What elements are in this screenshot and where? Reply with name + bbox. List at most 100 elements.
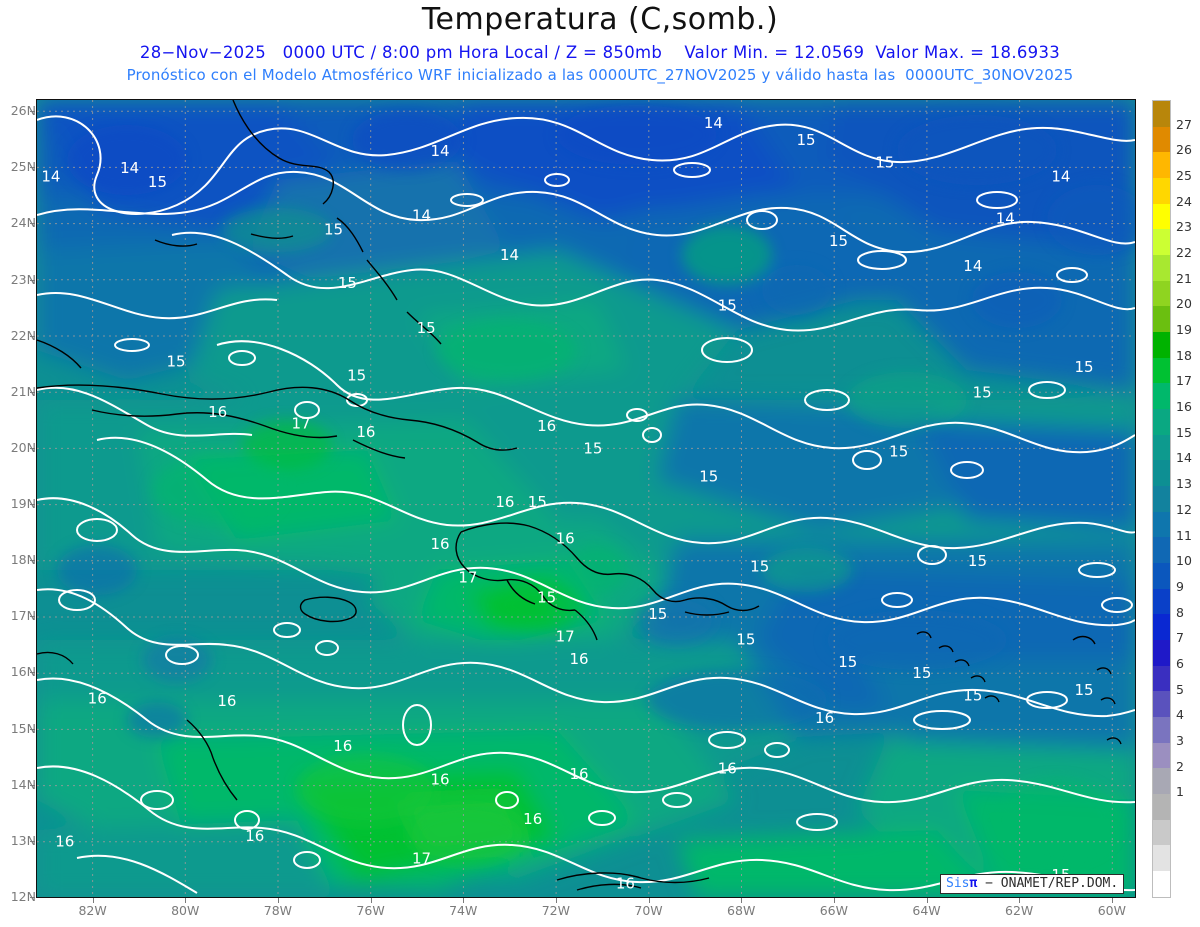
contour-label: 15 bbox=[875, 153, 894, 171]
lat-tick bbox=[30, 335, 35, 337]
colorbar-label-1: 1 bbox=[1176, 784, 1184, 800]
colorbar-band bbox=[1153, 152, 1170, 179]
lon-tick bbox=[648, 898, 650, 903]
map-canvas: 14 14 14 14 14 14 14 14 14 15 15 15 15 15 15 15 15 15 15 15… bbox=[37, 100, 1135, 897]
lat-tick bbox=[30, 897, 35, 898]
contour-label: 14 bbox=[431, 142, 450, 160]
colorbar-label-14: 14 bbox=[1176, 450, 1192, 466]
colorbar-band bbox=[1153, 614, 1170, 641]
colorbar-band bbox=[1153, 332, 1170, 358]
watermark-prefix: Sis bbox=[946, 876, 970, 891]
lon-tick bbox=[1111, 898, 1113, 903]
contour-label: 14 bbox=[412, 207, 431, 225]
lon-tick bbox=[92, 898, 94, 903]
colorbar-band bbox=[1153, 178, 1170, 204]
lat-label-18N: 18N bbox=[10, 552, 36, 568]
lat-tick bbox=[30, 672, 35, 674]
colorbar-band bbox=[1153, 537, 1170, 564]
lon-tick bbox=[463, 898, 465, 903]
watermark-suffix: − ONAMET/REP.DOM. bbox=[977, 876, 1119, 891]
lon-label-68W: 68W bbox=[727, 903, 756, 918]
contour-label: 16 bbox=[495, 493, 514, 511]
page-title: Temperatura (C,somb.) bbox=[421, 2, 779, 37]
contour-label: 15 bbox=[838, 653, 857, 671]
colorbar-band bbox=[1153, 819, 1170, 846]
lat-label-13N: 13N bbox=[10, 832, 36, 848]
lat-label-23N: 23N bbox=[10, 271, 36, 287]
lon-label-74W: 74W bbox=[449, 903, 478, 918]
colorbar-band bbox=[1153, 460, 1170, 487]
contour-label: 15 bbox=[963, 687, 982, 705]
lat-label-19N: 19N bbox=[10, 496, 36, 512]
colorbar-band bbox=[1153, 255, 1170, 281]
colorbar-band bbox=[1153, 409, 1170, 435]
colorbar-label-24: 24 bbox=[1176, 193, 1192, 209]
colorbar-label-26: 26 bbox=[1176, 142, 1192, 158]
lon-tick bbox=[555, 898, 557, 903]
colorbar-band bbox=[1153, 665, 1170, 692]
colorbar-band bbox=[1153, 563, 1170, 589]
contour-label: 16 bbox=[815, 709, 834, 727]
contour-label: 15 bbox=[889, 442, 908, 460]
colorbar-band bbox=[1153, 691, 1170, 718]
contour-label: 15 bbox=[973, 383, 992, 401]
lat-tick bbox=[30, 560, 35, 562]
lat-tick bbox=[30, 616, 35, 618]
contour-label: 16 bbox=[570, 650, 589, 668]
colorbar-band bbox=[1153, 434, 1170, 461]
temperature-colorbar[interactable] bbox=[1152, 100, 1171, 898]
contour-label: 15 bbox=[324, 221, 343, 239]
contour-label: 15 bbox=[912, 664, 931, 682]
colorbar-label-11: 11 bbox=[1176, 527, 1192, 543]
colorbar-label-18: 18 bbox=[1176, 347, 1192, 363]
lat-tick bbox=[30, 728, 35, 730]
lon-label-64W: 64W bbox=[912, 903, 941, 918]
lon-label-70W: 70W bbox=[634, 903, 663, 918]
colorbar-label-6: 6 bbox=[1176, 655, 1184, 671]
lat-label-14N: 14N bbox=[10, 776, 36, 792]
colorbar-label-12: 12 bbox=[1176, 501, 1192, 517]
colorbar-label-2: 2 bbox=[1176, 758, 1184, 774]
contour-label: 16 bbox=[570, 765, 589, 783]
coastlines bbox=[37, 100, 1122, 891]
lon-label-78W: 78W bbox=[263, 903, 293, 918]
contour-label: 14 bbox=[704, 114, 723, 132]
contour-label: 14 bbox=[41, 167, 60, 185]
contour-label: 17 bbox=[556, 628, 575, 646]
colorbar-label-27: 27 bbox=[1176, 116, 1192, 132]
colorbar-label-17: 17 bbox=[1176, 373, 1192, 389]
colorbar-band bbox=[1153, 845, 1170, 872]
colorbar-label-21: 21 bbox=[1176, 270, 1192, 286]
contour-label: 15 bbox=[718, 296, 737, 314]
colorbar-label-16: 16 bbox=[1176, 399, 1192, 415]
colorbar-band bbox=[1153, 306, 1170, 333]
colorbar-label-13: 13 bbox=[1176, 476, 1192, 492]
lat-label-17N: 17N bbox=[10, 608, 36, 624]
colorbar-band bbox=[1153, 768, 1170, 795]
contour-label: 15 bbox=[417, 319, 436, 337]
colorbar-label-15: 15 bbox=[1176, 424, 1192, 440]
lat-label-24N: 24N bbox=[10, 215, 36, 231]
contour-label: 16 bbox=[431, 771, 450, 789]
lon-label-82W: 82W bbox=[78, 903, 107, 918]
lon-label-62W: 62W bbox=[1005, 903, 1034, 918]
contour-label: 16 bbox=[537, 417, 556, 435]
contour-label: 14 bbox=[120, 159, 139, 177]
colorbar-label-25: 25 bbox=[1176, 168, 1192, 184]
colorbar-band bbox=[1153, 511, 1170, 538]
model-description-line: Pronóstico con el Modelo Atmosférico WRF… bbox=[126, 66, 1074, 84]
temperature-map-plot[interactable]: 14 14 14 14 14 14 14 14 14 15 15 15 15 15 15 15 15 15 15 15… bbox=[36, 99, 1136, 898]
lat-tick bbox=[30, 279, 35, 281]
colorbar-band bbox=[1153, 486, 1170, 512]
contour-label: 16 bbox=[556, 529, 575, 547]
colorbar-band bbox=[1153, 640, 1170, 666]
colorbar-label-20: 20 bbox=[1176, 296, 1192, 312]
lat-tick bbox=[30, 784, 35, 786]
contour-label: 14 bbox=[500, 246, 519, 264]
agency-watermark: Sisπ − ONAMET/REP.DOM. bbox=[940, 874, 1125, 894]
contour-label: 16 bbox=[88, 689, 107, 707]
lon-label-66W: 66W bbox=[819, 903, 848, 918]
contour-label: 15 bbox=[797, 131, 816, 149]
lon-tick bbox=[926, 898, 928, 903]
contour-label: 15 bbox=[648, 605, 667, 623]
